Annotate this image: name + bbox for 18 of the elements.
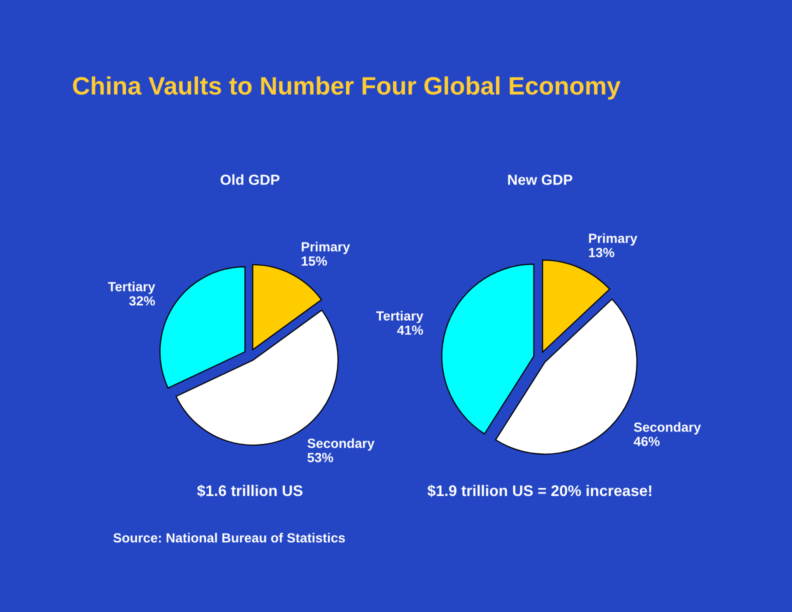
slice-label: Secondary (307, 438, 374, 451)
slice-label: Secondary (634, 422, 701, 434)
chart-subtitle: Old GDP (220, 174, 280, 185)
slice-label: Tertiary (376, 310, 424, 324)
source-note: Source: National Bureau of Statistics (113, 532, 345, 543)
text: $1.9 trillion US = 20% increase! (427, 484, 652, 498)
data-label: 15% (302, 256, 327, 266)
data-label: 53% (308, 452, 334, 462)
slice-label: Primary (589, 233, 638, 246)
data-label: 32% (129, 296, 155, 306)
slice-label: Tertiary (108, 282, 156, 294)
data-label: 41% (397, 325, 424, 335)
chart-subtitle: New GDP (508, 174, 572, 185)
slice-label: Primary (302, 242, 350, 254)
text: $1.6 trillion US (197, 484, 302, 498)
data-label: 13% (589, 248, 614, 258)
data-label: 46% (634, 436, 660, 446)
chart-title: China Vaults to Number Four Global Economy (73, 76, 621, 100)
